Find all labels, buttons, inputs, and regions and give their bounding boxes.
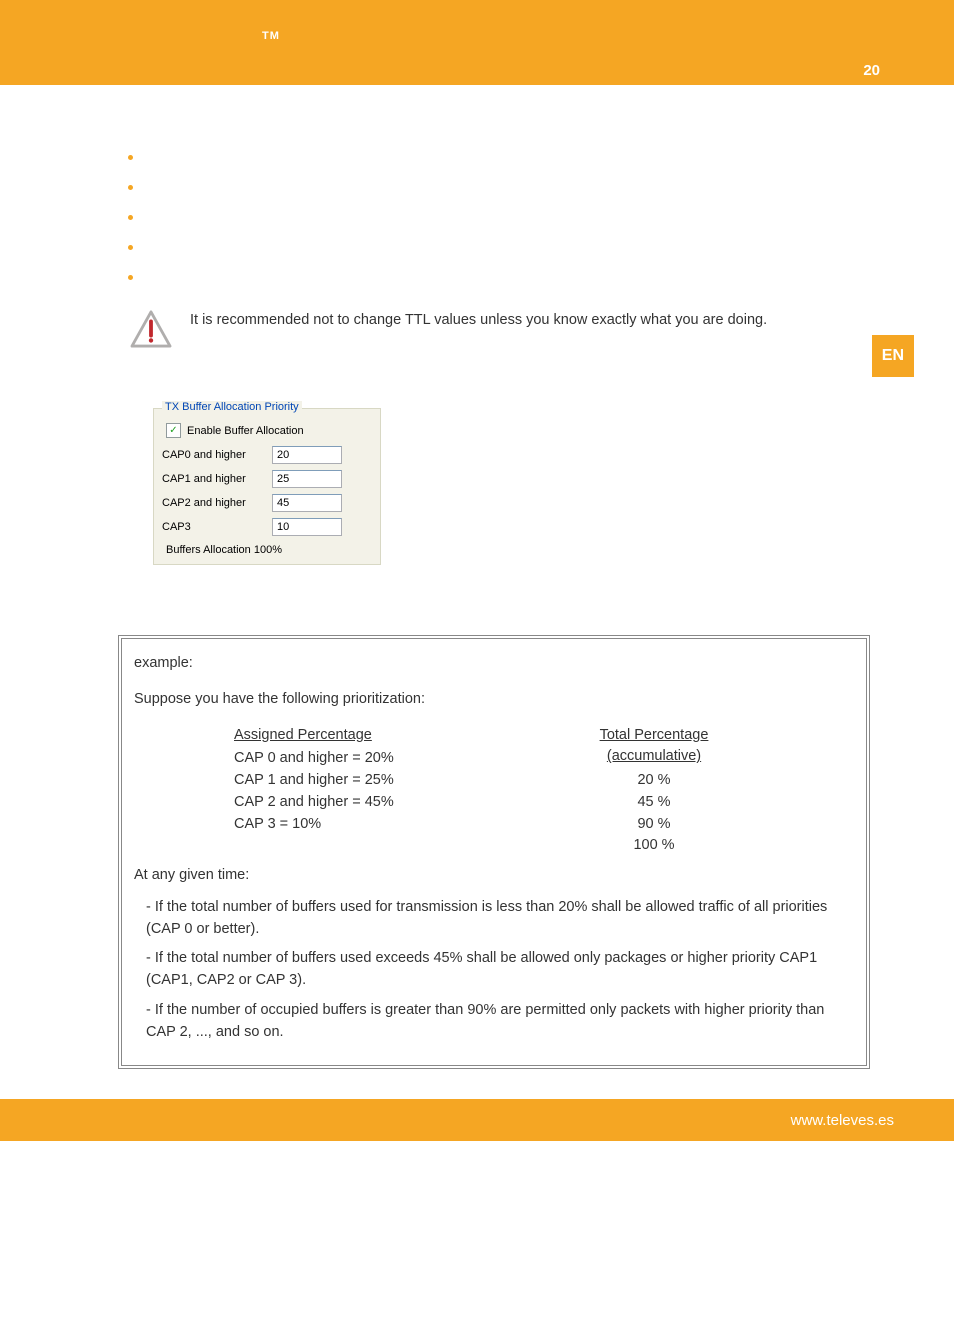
- bullet-icon: [128, 275, 133, 280]
- cap0-row: CAP0 and higher 20: [162, 446, 372, 464]
- assigned-row: CAP 2 and higher = 45%: [234, 792, 464, 814]
- example-note: At any given time:: [134, 865, 854, 887]
- cap3-input[interactable]: 10: [272, 518, 342, 536]
- assigned-column: Assigned Percentage CAP 0 and higher = 2…: [234, 725, 464, 858]
- buffer-allocation-total: Buffers Allocation 100%: [166, 544, 372, 556]
- field-label: CAP3: [162, 521, 272, 533]
- total-row: 100 %: [564, 835, 744, 857]
- bullet-icon: [128, 215, 133, 220]
- footer-band: www.televes.es: [0, 1099, 954, 1141]
- example-table: Assigned Percentage CAP 0 and higher = 2…: [234, 725, 854, 858]
- buffer-allocation-groupbox: TX Buffer Allocation Priority ✓ Enable B…: [153, 408, 381, 565]
- cap2-row: CAP2 and higher 45: [162, 494, 372, 512]
- bullet-icon: [128, 155, 133, 160]
- warning-row: It is recommended not to change TTL valu…: [130, 310, 854, 348]
- assigned-row: CAP 0 and higher = 20%: [234, 748, 464, 770]
- bullet-icon: [128, 185, 133, 190]
- column-header: Total Percentage (accumulative): [564, 725, 744, 769]
- example-paragraph: - If the total number of buffers used fo…: [146, 897, 854, 941]
- warning-text: It is recommended not to change TTL valu…: [190, 310, 854, 332]
- page-number: 20: [857, 60, 886, 81]
- trademark-label: TM: [262, 30, 280, 42]
- assigned-row: CAP 3 = 10%: [234, 814, 464, 836]
- example-box: example: Suppose you have the following …: [118, 635, 870, 1069]
- total-row: 45 %: [564, 792, 744, 814]
- total-row: 90 %: [564, 814, 744, 836]
- cap2-input[interactable]: 45: [272, 494, 342, 512]
- bullet-list: [128, 155, 854, 280]
- page-content: It is recommended not to change TTL valu…: [118, 85, 854, 1069]
- checkbox-label: Enable Buffer Allocation: [187, 425, 304, 437]
- groupbox-legend: TX Buffer Allocation Priority: [162, 401, 302, 413]
- cap3-row: CAP3 10: [162, 518, 372, 536]
- total-row: 20 %: [564, 770, 744, 792]
- example-paragraph: - If the number of occupied buffers is g…: [146, 1000, 854, 1044]
- cap1-row: CAP1 and higher 25: [162, 470, 372, 488]
- example-title: example:: [134, 653, 854, 675]
- field-label: CAP0 and higher: [162, 449, 272, 461]
- language-tab: EN: [872, 335, 914, 377]
- field-label: CAP1 and higher: [162, 473, 272, 485]
- enable-buffer-checkbox-row[interactable]: ✓ Enable Buffer Allocation: [166, 423, 372, 438]
- cap0-input[interactable]: 20: [272, 446, 342, 464]
- column-header: Assigned Percentage: [234, 725, 464, 747]
- field-label: CAP2 and higher: [162, 497, 272, 509]
- example-intro: Suppose you have the following prioritiz…: [134, 689, 854, 711]
- total-column: Total Percentage (accumulative) 20 % 45 …: [564, 725, 744, 858]
- bullet-icon: [128, 245, 133, 250]
- footer-url: www.televes.es: [791, 1112, 894, 1129]
- assigned-row: CAP 1 and higher = 25%: [234, 770, 464, 792]
- checkbox-icon[interactable]: ✓: [166, 423, 181, 438]
- cap1-input[interactable]: 25: [272, 470, 342, 488]
- example-paragraph: - If the total number of buffers used ex…: [146, 948, 854, 992]
- header-band: TM: [0, 0, 954, 85]
- warning-icon: [130, 310, 172, 348]
